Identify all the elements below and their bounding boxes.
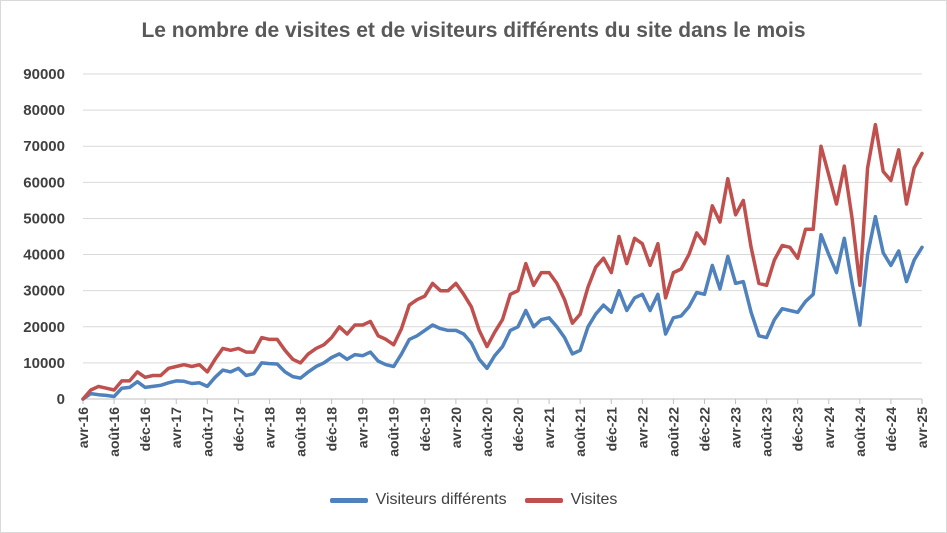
x-axis: avr-16 août-16 déc-16 avr-17 août-17 déc-17 av… — [75, 398, 930, 457]
legend: Visiteurs différents Visites — [1, 491, 946, 509]
x-tick-label: avr-23 — [728, 407, 744, 448]
legend-swatch-visiteurs — [329, 497, 368, 503]
x-tick-label: avr-17 — [168, 407, 184, 448]
x-tick-label: déc-16 — [137, 407, 153, 452]
chart-title: Le nombre de visites et de visiteurs dif… — [141, 19, 806, 42]
gridlines — [83, 73, 922, 364]
x-tick-label: avr-24 — [821, 407, 837, 448]
x-tick-label: déc-23 — [790, 407, 806, 452]
x-tick-label: août-18 — [293, 407, 309, 457]
x-tick-label: avr-16 — [75, 407, 91, 448]
x-tick-label: août-19 — [386, 407, 402, 457]
series-line-visiteurs — [81, 214, 924, 401]
y-tick-label: 80000 — [23, 102, 65, 119]
legend-item-visiteurs: Visiteurs différents — [329, 491, 507, 509]
x-tick-label: avr-18 — [261, 407, 277, 448]
x-tick-label: déc-21 — [603, 407, 619, 452]
series-lines — [81, 122, 924, 401]
series-line-visites — [81, 122, 924, 401]
y-tick-label: 10000 — [23, 355, 65, 372]
legend-label-visites: Visites — [570, 491, 618, 508]
x-tick-label: avr-20 — [448, 407, 464, 448]
y-tick-label: 50000 — [23, 210, 65, 227]
y-tick-label: 0 — [57, 391, 65, 408]
legend-item-visites: Visites — [524, 491, 618, 509]
x-tick-label: août-17 — [199, 407, 215, 457]
y-tick-label: 30000 — [23, 283, 65, 300]
x-tick-label: déc-24 — [883, 407, 899, 452]
y-tick-label: 60000 — [23, 174, 65, 191]
x-tick-label: août-24 — [852, 407, 868, 457]
legend-swatch-visites — [524, 497, 563, 503]
x-tick-label: août-16 — [106, 407, 122, 457]
x-tick-label: avr-21 — [541, 407, 557, 448]
x-tick-label: avr-25 — [914, 407, 930, 448]
x-tick-label: déc-22 — [696, 407, 712, 452]
x-tick-label: août-23 — [759, 407, 775, 457]
y-tick-label: 20000 — [23, 319, 65, 336]
x-tick-label: août-21 — [572, 407, 588, 457]
x-tick-label: déc-19 — [417, 407, 433, 452]
y-axis: 0 10000 20000 30000 40000 50000 60000 70000 8000… — [23, 66, 65, 408]
y-tick-label: 90000 — [23, 66, 65, 83]
x-tick-label: avr-19 — [355, 407, 371, 448]
y-tick-label: 40000 — [23, 247, 65, 264]
x-tick-label: août-22 — [665, 407, 681, 457]
x-tick-label: avr-22 — [634, 407, 650, 448]
y-tick-label: 70000 — [23, 138, 65, 155]
x-tick-label: déc-18 — [324, 407, 340, 452]
x-tick-label: déc-17 — [230, 407, 246, 452]
legend-label-visiteurs: Visiteurs différents — [375, 491, 507, 508]
x-tick-label: déc-20 — [510, 407, 526, 452]
x-tick-label: août-20 — [479, 407, 495, 457]
